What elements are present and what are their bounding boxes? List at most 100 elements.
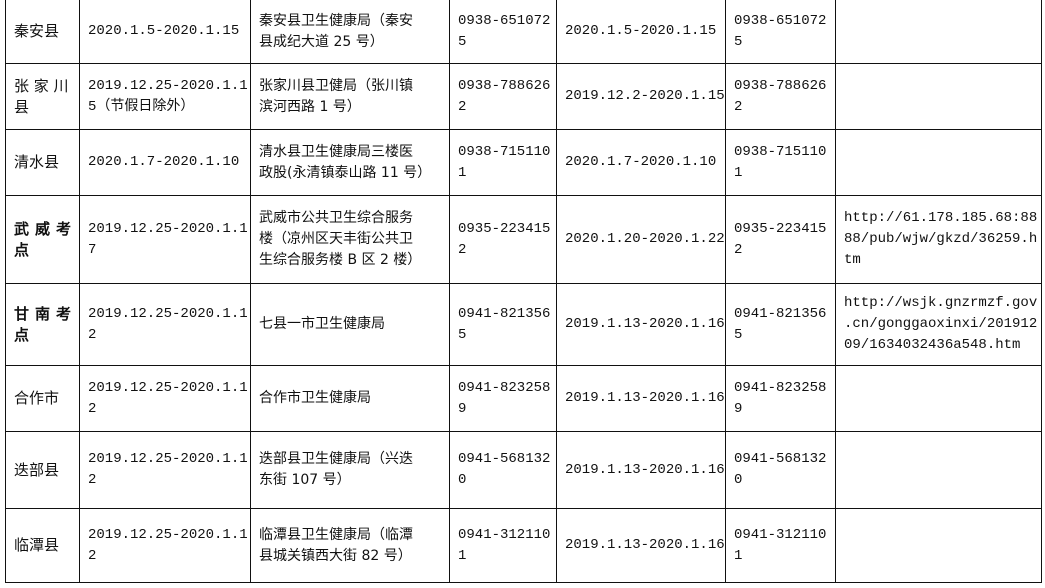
cell-text: 滨河西路 1 号） [259,98,361,115]
cell-text: 合作市 [14,389,60,407]
registration-period-cell: 2019.12.25-2020.1.1 7 [79,195,251,284]
cell-text: 东街 107 号） [259,472,351,488]
cell-text: 5 [734,326,743,343]
county-name-cell: 武威考点 [5,195,80,284]
cell-text: 2020.1.7-2020.1.10 [88,154,240,170]
registration-period-cell: 2019.12.25-2020.1.1 2 [79,283,251,366]
cell-text: 0941-312110 [458,526,551,543]
cell-text: 合作市卫生健康局 [259,390,371,406]
cell-text: 9 [458,400,467,417]
cell-text: 点 [14,325,36,344]
cell-text: 1 [458,164,467,181]
cell-text: 县 [14,97,30,116]
phone-cell: 0938-788626 2 [449,63,557,130]
address-cell: 武威市公共卫生综合服务 楼（凉州区天丰街公共卫 生综合服务楼 B 区 2 楼） [250,195,450,284]
cell-text: 七县一市卫生健康局 [259,316,385,332]
registration-period-cell: 2019.12.25-2020.1.1 2 [79,508,251,583]
cell-text: 2 [88,547,97,564]
phone-cell: 0941-821356 5 [725,283,836,366]
confirmation-period-cell: 2019.1.13-2020.1.16 [556,283,726,366]
phone-cell: 0941-312110 1 [725,508,836,583]
cell-text: 0938-651072 [734,12,827,29]
cell-text: 迭部县卫生健康局（兴迭 [259,451,413,467]
cell-text: 0941-821356 [734,305,827,322]
table-row: 甘南考点 2019.12.25-2020.1.1 2 七县一市卫生健康局 0941-82… [5,283,1042,366]
phone-cell: 0935-223415 2 [725,195,836,284]
url-text: .cn/gonggaoxinxi/201912 [844,316,1038,332]
cell-text: 政股(永清镇泰山路 11 号） [259,164,432,181]
address-cell: 合作市卫生健康局 [250,365,450,432]
table-row: 合作市 2019.12.25-2020.1.1 2 合作市卫生健康局 0941-8232… [5,365,1042,432]
confirmation-period-cell: 2020.1.5-2020.1.15 [556,0,726,64]
cell-text: 0938-788626 [458,77,551,94]
cell-text: 2019.1.13-2020.1.16 [565,390,725,406]
cell-text: 2 [458,241,467,258]
cell-text: 2019.12.25-2020.1.1 [88,220,248,237]
table-row: 临潭县 2019.12.25-2020.1.1 2 临潭县卫生健康局（临潭 县城关镇西大… [5,508,1042,583]
cell-text: 楼（凉州区天丰街公共卫 [259,231,413,247]
phone-cell: 0941-312110 1 [449,508,557,583]
cell-text: 2 [88,326,97,343]
cell-text: 7 [88,241,97,258]
notice-url-cell [835,508,1042,583]
cell-text: 临潭县卫生健康局（临潭 [259,526,413,543]
notice-url-cell: http://61.178.185.68:88 88/pub/wjw/gkzd/3… [835,195,1042,284]
cell-text: 0941-568132 [458,451,551,467]
address-cell: 秦安县卫生健康局（秦安 县成纪大道 25 号） [250,0,450,64]
cell-text: 2019.12.2-2020.1.15 [565,88,725,104]
confirmation-period-cell: 2019.1.13-2020.1.16 [556,431,726,509]
cell-text: 2 [88,400,97,417]
cell-text: 2 [734,98,743,115]
cell-text: 2 [88,472,97,488]
table-row: 清水县 2020.1.7-2020.1.10 清水县卫生健康局三楼医 政股(永清镇泰山… [5,129,1042,196]
phone-cell: 0938-788626 2 [725,63,836,130]
confirmation-period-cell: 2020.1.7-2020.1.10 [556,129,726,196]
registration-period-cell: 2019.12.25-2020.1.1 5（节假日除外） [79,63,251,130]
cell-text: 2019.12.25-2020.1.1 [88,526,248,543]
confirmation-period-cell: 2020.1.20-2020.1.22 [556,195,726,284]
cell-text: 0 [734,472,743,488]
phone-cell: 0938-715110 1 [449,129,557,196]
cell-text: 临潭县 [14,536,60,554]
cell-text: 点 [14,240,36,259]
county-name-cell: 迭部县 [5,431,80,509]
exam-site-table: 秦安县 2020.1.5-2020.1.15 秦安县卫生健康局（秦安 县成纪大道 25… [5,0,1042,583]
cell-text: 2019.12.25-2020.1.1 [88,77,248,94]
address-cell: 临潭县卫生健康局（临潭 县城关镇西大街 82 号） [250,508,450,583]
cell-text: 清水县卫生健康局三楼医 [259,143,413,160]
registration-period-cell: 2020.1.5-2020.1.15 [79,0,251,64]
url-text: http://61.178.185.68:88 [844,210,1038,226]
cell-text: 2019.12.25-2020.1.1 [88,305,248,322]
notice-url-cell [835,129,1042,196]
phone-cell: 0941-568132 0 [725,431,836,509]
cell-text: 5 [458,326,467,343]
county-name-cell: 甘南考点 [5,283,80,366]
cell-text: 2019.1.13-2020.1.16 [565,461,725,478]
cell-text: 1 [734,164,743,181]
cell-text: 9 [734,400,743,417]
cell-text: 0938-715110 [734,143,827,160]
cell-text: 秦安县卫生健康局（秦安 [259,12,413,29]
cell-text: 迭部县 [14,460,60,479]
confirmation-period-cell: 2019.12.2-2020.1.15 [556,63,726,130]
cell-text: 张 家 川 [14,76,69,95]
cell-text: 武威考 [14,219,78,238]
phone-cell: 0935-223415 2 [449,195,557,284]
notice-url-cell [835,365,1042,432]
notice-url-cell: http://wsjk.gnzrmzf.gov .cn/gonggaoxinxi/… [835,283,1042,366]
cell-text: 0941-312110 [734,526,827,543]
cell-text: 5 [734,33,743,50]
cell-text: 0938-715110 [458,143,551,160]
url-text: http://wsjk.gnzrmzf.gov [844,295,1038,311]
confirmation-period-cell: 2019.1.13-2020.1.16 [556,508,726,583]
county-name-cell: 张 家 川县 [5,63,80,130]
cell-text: 县城关镇西大街 82 号） [259,547,412,564]
table-row: 迭部县 2019.12.25-2020.1.1 2 迭部县卫生健康局（兴迭 东街 107… [5,431,1042,509]
registration-period-cell: 2020.1.7-2020.1.10 [79,129,251,196]
cell-text: 2 [734,241,743,258]
cell-text: 0941-823258 [458,379,551,396]
cell-text: 5（节假日除外） [88,98,195,115]
phone-cell: 0938-651072 5 [449,0,557,64]
cell-text: 2020.1.20-2020.1.22 [565,231,725,247]
url-text: 09/1634032436a548.htm [844,337,1021,353]
